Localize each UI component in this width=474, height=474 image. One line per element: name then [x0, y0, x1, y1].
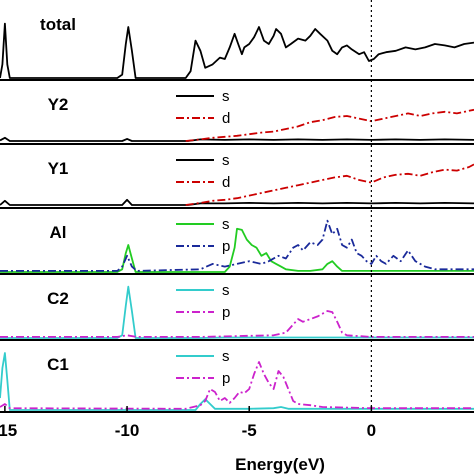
legend-label-C2-p: p — [222, 304, 230, 321]
legend-label-Y2-d: d — [222, 110, 230, 127]
legend-label-C1-s: s — [222, 348, 230, 365]
panel-label-Y2: Y2 — [48, 95, 69, 114]
series-Al-p — [0, 219, 474, 272]
legend-label-C2-s: s — [222, 282, 230, 299]
legend-label-Y2-s: s — [222, 88, 230, 105]
series-Y1-s — [0, 198, 474, 206]
series-C2-p — [0, 310, 474, 338]
panel-label-Y1: Y1 — [48, 159, 69, 178]
panel-Al: Al sp — [0, 216, 474, 275]
legend-label-C1-p: p — [222, 370, 230, 387]
panel-total: total — [0, 15, 474, 81]
panel-label-total: total — [40, 15, 76, 34]
panel-C2: C2 sp — [0, 282, 474, 341]
x-tick-label: -15 — [0, 421, 17, 440]
legend-label-Y1-s: s — [222, 152, 230, 169]
series-Y2-d — [185, 108, 474, 142]
series-total-line0 — [0, 22, 474, 79]
panel-C1: C1 sp — [0, 348, 474, 413]
x-tick-label: 0 — [367, 421, 376, 440]
series-C2-s — [0, 285, 474, 339]
series-Al-s — [0, 227, 474, 273]
legend-label-Y1-d: d — [222, 174, 230, 191]
x-axis-label: Energy(eV) — [235, 455, 325, 474]
x-tick-label: -5 — [242, 421, 257, 440]
panel-Y1: Y1 sd — [0, 152, 474, 209]
x-axis-ticks: -15 -10 -5 0 — [0, 406, 376, 440]
legend-label-Al-s: s — [222, 216, 230, 233]
legend-label-Al-p: p — [222, 238, 230, 255]
x-tick-label: -10 — [115, 421, 140, 440]
panel-Y2: Y2 sd — [0, 88, 474, 145]
series-C1-s — [0, 352, 474, 411]
panel-label-C1: C1 — [47, 355, 69, 374]
series-C1-p — [0, 361, 474, 410]
panel-label-C2: C2 — [47, 289, 69, 308]
series-Y2-s — [0, 136, 474, 142]
series-Y1-d — [185, 163, 474, 206]
panel-label-Al: Al — [50, 223, 67, 242]
